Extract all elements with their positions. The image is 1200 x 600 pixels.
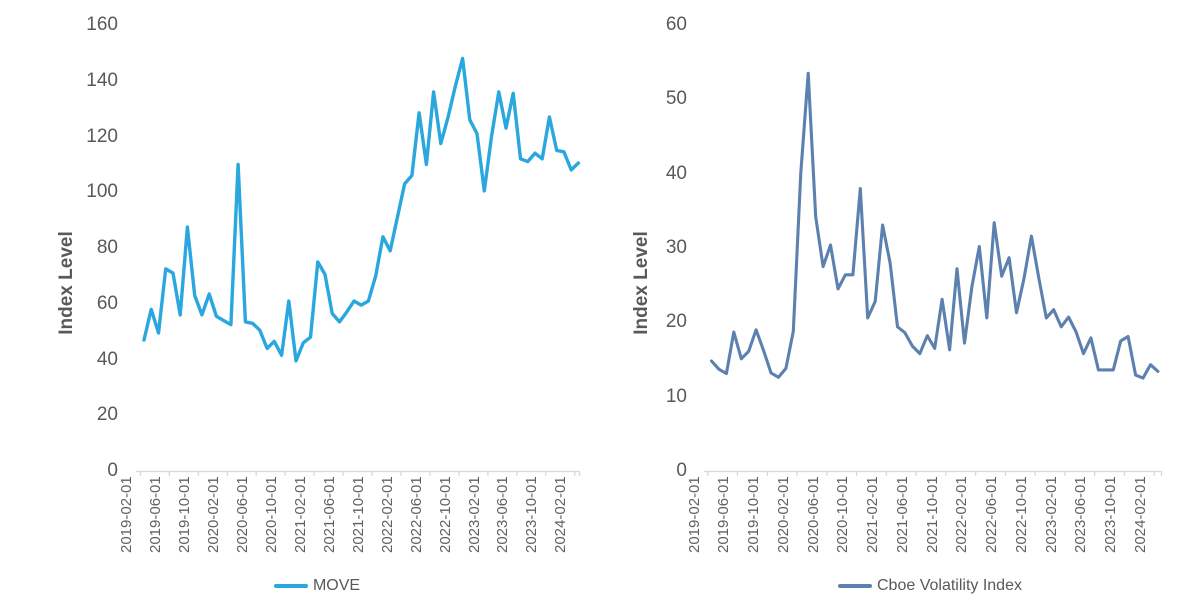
move-y-tick-label: 40 [96,348,118,370]
move-x-tick-label: 2019-10-01 [175,476,193,553]
vix-y-tick-label: 30 [665,237,687,258]
move-legend-swatch-icon [273,584,308,588]
vix-x-tick-label: 2024-02-01 [1131,476,1149,553]
move-x-tick-label: 2020-02-01 [204,476,222,553]
move-legend-label: MOVE [312,577,361,594]
vix-x-tick-label: 2022-02-01 [953,476,971,553]
move-y-tick-label: 0 [107,460,118,481]
move-x-tick-label: 2019-02-01 [118,476,135,553]
vix-x-tick-label: 2023-02-01 [1042,476,1060,553]
move-x-tick-label: 2020-06-01 [233,476,251,553]
vix-y-tick-label: 20 [665,311,687,333]
vix-legend: Cboe Volatility Index [800,577,1060,595]
move-x-tick-label: 2022-02-01 [378,476,396,553]
vix-x-tick-label: 2022-10-01 [1012,476,1030,553]
move-x-tick-label: 2024-02-01 [552,476,570,553]
vix-x-tick-label: 2021-10-01 [923,476,941,553]
move-x-tick-label: 2019-06-01 [146,476,164,553]
vix-x-tick-label: 2019-06-01 [715,476,733,553]
vix-x-tick-label: 2021-06-01 [893,476,911,553]
vix-y-tick-label: 0 [676,460,687,481]
move-x-tick-label: 2021-10-01 [349,476,367,553]
move-y-tick-label: 20 [96,404,118,426]
vix-x-tick-label: 2021-02-01 [864,476,882,553]
move-x-tick-label: 2022-10-01 [436,476,454,553]
vix-x-tick-label: 2023-10-01 [1102,476,1120,553]
vix-x-tick-label: 2022-06-01 [983,476,1001,553]
vix-x-tick-label: 2019-10-01 [745,476,763,553]
move-y-tick-label: 120 [86,125,118,147]
move-y-tick-label: 80 [96,237,118,258]
move-x-tick-label: 2023-10-01 [523,476,541,553]
move-x-tick-label: 2023-02-01 [465,476,483,553]
vix-legend-swatch-icon [838,584,872,588]
vix-x-tick-label: 2020-10-01 [834,476,852,553]
vix-y-tick-label: 40 [665,162,687,184]
vix-x-tick-label: 2023-06-01 [1072,476,1090,553]
move-x-tick-label: 2023-06-01 [494,476,512,553]
move-x-tick-label: 2021-06-01 [320,476,338,553]
move-legend: MOVE [217,577,417,595]
move-x-tick-label: 2022-06-01 [407,476,425,553]
vix-series-line [709,71,1160,380]
move-x-tick-label: 2020-10-01 [262,476,280,553]
move-x-tick-label: 2021-02-01 [291,476,309,553]
vix-legend-label: Cboe Volatility Index [877,577,1022,594]
vix-x-tick-label: 2020-02-01 [774,476,792,553]
move-y-tick-label: 100 [86,181,118,203]
move-y-tick-label: 140 [86,69,118,91]
vix-y-tick-label: 10 [665,385,687,407]
move-y-tick-label: 60 [96,292,118,314]
vix-y-tick-label: 60 [665,14,687,35]
vix-x-tick-label: 2020-06-01 [804,476,822,553]
vix-y-tick-label: 50 [665,88,687,110]
move-series-line [142,56,581,363]
move-y-tick-label: 160 [86,14,118,35]
vix-x-tick-label: 2019-02-01 [685,476,703,553]
y-axis-title-move: Index Level [56,231,77,335]
